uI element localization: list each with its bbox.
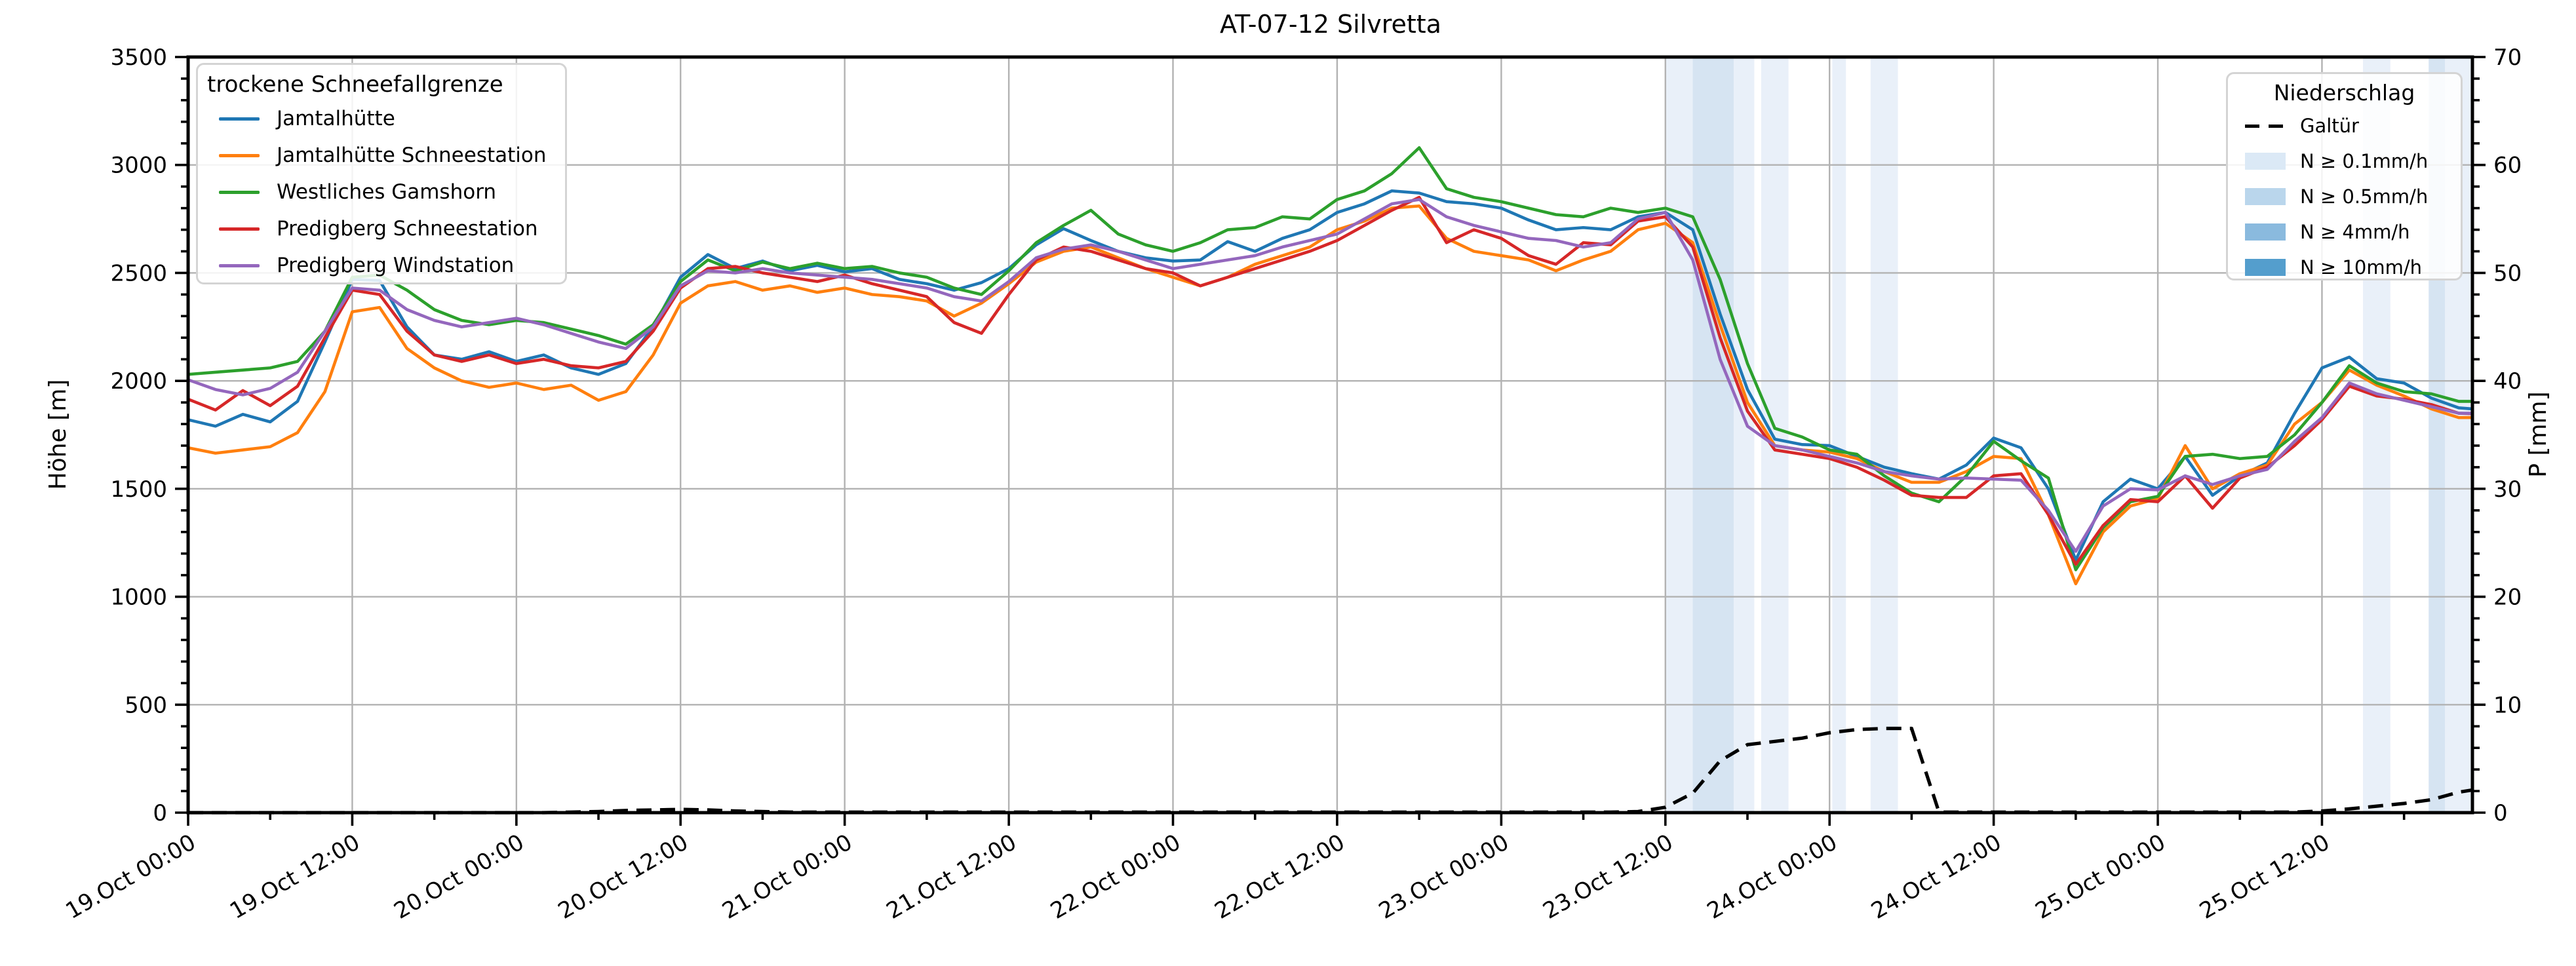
- legend-snowline: trockene Schneefallgrenze Jamtalhütte Jam…: [196, 63, 567, 284]
- x-tick-label: 21.Oct 00:00: [718, 829, 857, 924]
- y-right-tick-label: 70: [2493, 45, 2522, 71]
- legend-line-swatch: [219, 227, 260, 231]
- legend-item-label: Jamtalhütte: [277, 107, 395, 130]
- y-right-tick-label: 20: [2493, 585, 2522, 611]
- legend-item-band-0: N ≥ 0.1mm/h: [2237, 144, 2451, 179]
- legend-item-band-3: N ≥ 10mm/h: [2237, 250, 2451, 285]
- legend-snowline-title: trockene Schneefallgrenze: [207, 71, 503, 98]
- legend-item-label: Predigberg Schneestation: [277, 217, 538, 241]
- legend-item-westliches-gamshorn: Westliches Gamshorn: [207, 174, 556, 210]
- precip-band-0.5mmh: [1692, 57, 1734, 813]
- legend-band-swatch: [2245, 259, 2286, 276]
- y-left-tick-label: 2500: [110, 260, 167, 286]
- legend-item-predigberg-windstation: Predigberg Windstation: [207, 247, 556, 284]
- legend-item-label: Westliches Gamshorn: [277, 180, 497, 204]
- legend-band-swatch: [2245, 223, 2286, 241]
- series-line-jamtalh-tte-schneestation: [186, 204, 2474, 586]
- series-line-predigberg-schneestation: [186, 195, 2474, 566]
- x-tick-label: 24.Oct 12:00: [1867, 829, 2006, 924]
- x-tick-label: 25.Oct 00:00: [2031, 829, 2170, 924]
- legend-item-label: Predigberg Windstation: [277, 254, 515, 277]
- precip-band-0.1mmh: [1665, 57, 1693, 813]
- y-right-tick-label: 0: [2493, 800, 2508, 826]
- legend-line-swatch: [219, 153, 260, 157]
- y-right-tick-label: 50: [2493, 260, 2522, 286]
- y-axis-label-right: P [mm]: [2525, 391, 2552, 477]
- legend-item-label: N ≥ 0.1mm/h: [2300, 150, 2429, 172]
- series-line-jamtalh-tte: [186, 189, 2474, 562]
- precip-line-galtuer: [188, 726, 2473, 815]
- y-right-tick-label: 30: [2493, 476, 2522, 503]
- x-tick-label: 22.Oct 12:00: [1210, 829, 1349, 924]
- series-line-predigberg-windstation: [186, 198, 2474, 553]
- legend-item-galtuer: Galtür: [2237, 108, 2451, 144]
- legend-band-swatch: [2245, 188, 2286, 205]
- y-axis-label-left: Höhe [m]: [45, 379, 71, 490]
- legend-item-label: Jamtalhütte Schneestation: [277, 144, 547, 167]
- legend-item-label: N ≥ 4mm/h: [2300, 221, 2410, 243]
- y-right-tick-label: 60: [2493, 153, 2522, 179]
- y-left-tick-label: 1000: [110, 585, 167, 611]
- x-tick-label: 23.Oct 12:00: [1538, 829, 1677, 924]
- y-left-tick-label: 0: [153, 800, 167, 826]
- x-tick-label: 23.Oct 00:00: [1375, 829, 1513, 924]
- legend-precipitation: Niederschlag Galtür N ≥ 0.1mm/h N ≥ 0.5mm/…: [2226, 72, 2463, 280]
- legend-item-band-1: N ≥ 0.5mm/h: [2237, 179, 2451, 214]
- y-left-tick-label: 3500: [110, 45, 167, 71]
- legend-item-label: N ≥ 10mm/h: [2300, 256, 2422, 279]
- x-tick-label: 21.Oct 12:00: [882, 829, 1021, 924]
- precip-band-0.1mmh: [1734, 57, 1755, 813]
- legend-dashed-line-swatch: [2245, 124, 2286, 128]
- x-tick-label: 19.Oct 12:00: [225, 829, 364, 924]
- legend-precipitation-title: Niederschlag: [2273, 80, 2415, 106]
- chart-title: AT-07-12 Silvretta: [1220, 10, 1441, 39]
- legend-line-swatch: [219, 190, 260, 194]
- y-right-tick-label: 10: [2493, 692, 2522, 718]
- legend-item-label: N ≥ 0.5mm/h: [2300, 185, 2429, 208]
- legend-item-band-2: N ≥ 4mm/h: [2237, 214, 2451, 250]
- legend-line-swatch: [219, 263, 260, 267]
- x-tick-label: 20.Oct 00:00: [389, 829, 528, 924]
- y-left-tick-label: 3000: [110, 153, 167, 179]
- y-right-tick-label: 40: [2493, 368, 2522, 395]
- y-left-tick-label: 2000: [110, 368, 167, 395]
- precip-band-0.1mmh: [1832, 57, 1846, 813]
- precip-band-0.1mmh: [1870, 57, 1898, 813]
- y-left-tick-label: 1500: [110, 476, 167, 503]
- x-tick-label: 19.Oct 00:00: [62, 829, 201, 924]
- legend-item-jamtalh-tte-schneestation: Jamtalhütte Schneestation: [207, 137, 556, 174]
- legend-item-predigberg-schneestation: Predigberg Schneestation: [207, 210, 556, 247]
- legend-item-jamtalh-tte: Jamtalhütte: [207, 100, 556, 137]
- x-tick-label: 25.Oct 12:00: [2195, 829, 2334, 924]
- legend-line-swatch: [219, 117, 260, 121]
- x-tick-label: 24.Oct 00:00: [1703, 829, 1842, 924]
- y-left-tick-label: 500: [125, 692, 167, 718]
- x-tick-label: 20.Oct 12:00: [554, 829, 693, 924]
- legend-item-label: Galtür: [2300, 115, 2359, 137]
- plot-border: [186, 55, 2474, 815]
- x-tick-label: 22.Oct 00:00: [1046, 829, 1185, 924]
- legend-band-swatch: [2245, 153, 2286, 170]
